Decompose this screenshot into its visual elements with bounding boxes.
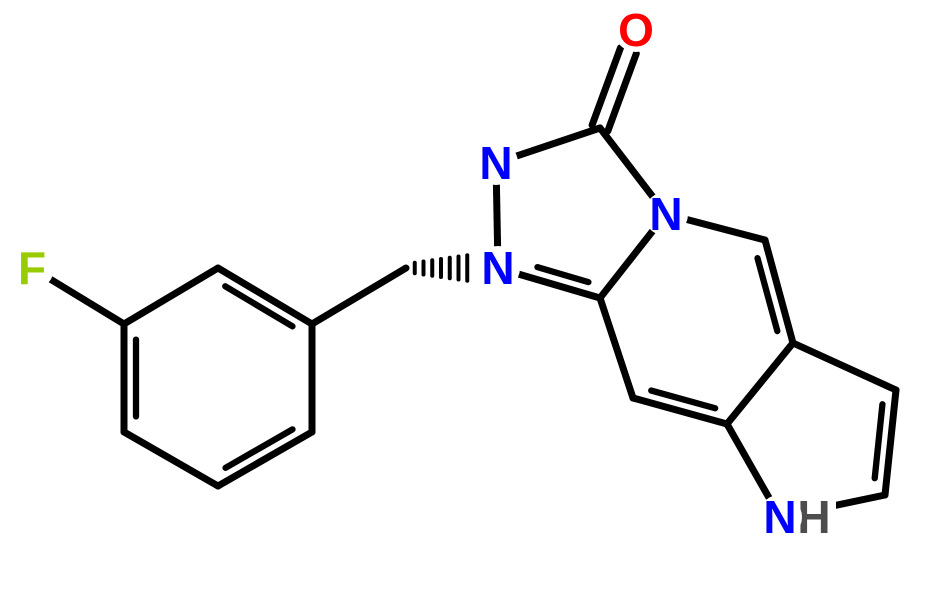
- atom-n-label: N: [479, 137, 512, 189]
- atom-n-label: N: [649, 188, 682, 240]
- atom-o-label: O: [618, 4, 654, 56]
- atom-f-label: F: [18, 242, 46, 294]
- atom-n-label: N: [481, 242, 514, 294]
- svg-text:N: N: [763, 491, 796, 543]
- atom-h-label: H: [797, 491, 830, 543]
